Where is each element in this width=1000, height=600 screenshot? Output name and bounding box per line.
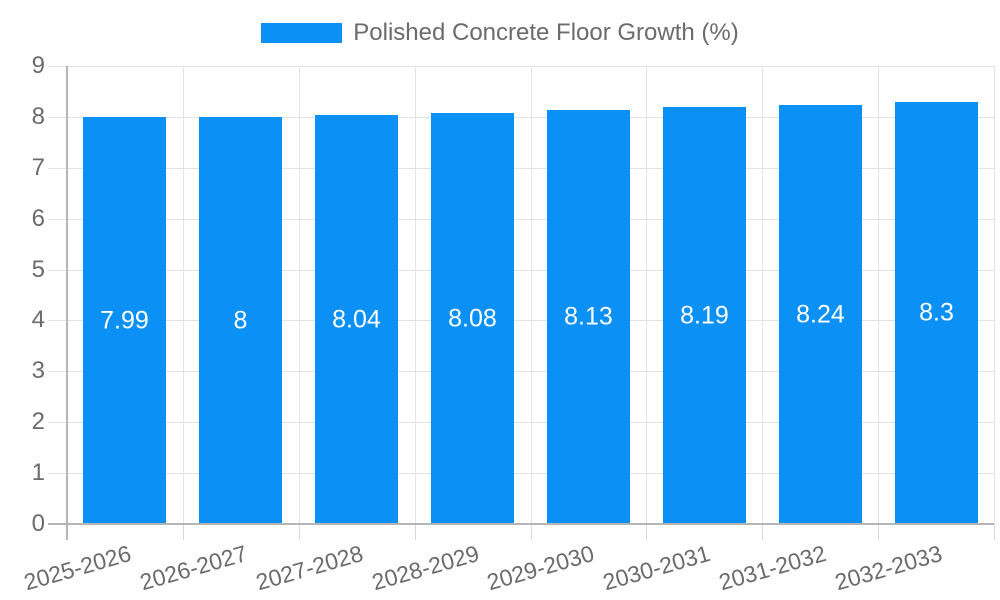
gridline-vertical: [415, 66, 416, 524]
bar-value-label: 8.08: [448, 304, 497, 332]
bar-value-label: 8.3: [919, 298, 954, 327]
x-axis-tick: [299, 524, 300, 540]
gridline-vertical: [994, 66, 995, 524]
bar[interactable]: 7.99: [83, 117, 166, 524]
x-axis-tick: [531, 524, 532, 540]
x-axis-label: 2026-2027: [136, 540, 250, 596]
y-axis-label: 1: [31, 459, 45, 486]
bar[interactable]: 8.04: [315, 115, 398, 524]
bar-value-label: 8.13: [564, 302, 613, 331]
legend-swatch: [261, 22, 343, 43]
x-axis-label: 2029-2030: [484, 540, 598, 596]
y-axis-label: 9: [31, 52, 45, 79]
x-axis-tick: [415, 524, 416, 540]
bar[interactable]: 8.08: [431, 113, 514, 524]
bar-value-label: 8: [233, 306, 248, 334]
bar[interactable]: 8.24: [779, 105, 862, 524]
gridline-vertical: [299, 66, 300, 524]
gridline-horizontal: [48, 371, 994, 372]
gridline-vertical: [183, 66, 184, 524]
bar-value-label: 7.99: [100, 306, 149, 334]
legend-label: Polished Concrete Floor Growth (%): [353, 18, 739, 46]
legend: Polished Concrete Floor Growth (%): [0, 15, 1000, 50]
x-axis-label: 2027-2028: [252, 540, 366, 596]
y-axis-label: 0: [31, 510, 45, 537]
y-axis-label: 3: [31, 357, 45, 384]
bar[interactable]: 8: [199, 117, 282, 524]
x-axis-label: 2030-2031: [600, 540, 714, 596]
gridline-horizontal: [48, 168, 994, 169]
gridline-horizontal: [48, 422, 994, 423]
x-axis-tick: [994, 524, 995, 540]
gridline-horizontal: [48, 219, 994, 220]
gridline-vertical: [531, 66, 532, 524]
gridline-horizontal: [48, 473, 994, 474]
bar[interactable]: 8.13: [547, 110, 630, 524]
x-axis-label: 2032-2033: [832, 540, 945, 596]
gridline-horizontal: [48, 320, 994, 321]
y-axis-label: 7: [31, 154, 45, 181]
x-axis-tick: [183, 524, 184, 540]
x-axis-label: 2031-2032: [716, 540, 830, 596]
bar[interactable]: 8.3: [895, 102, 978, 524]
y-axis-label: 4: [31, 306, 45, 333]
gridline-horizontal: [48, 117, 994, 118]
x-axis-tick: [646, 524, 647, 540]
x-axis-label: 2025-2026: [20, 540, 134, 596]
bar-value-label: 8.19: [680, 301, 729, 329]
x-axis-tick: [762, 524, 763, 540]
gridline-vertical: [878, 66, 879, 524]
y-axis-line: [66, 66, 68, 540]
gridline-horizontal: [48, 270, 994, 271]
y-axis-label: 8: [31, 103, 45, 130]
bar-value-label: 8.24: [796, 300, 845, 328]
y-axis-label: 5: [31, 256, 45, 283]
x-axis-label: 2028-2029: [368, 540, 482, 596]
bar-value-label: 8.04: [332, 305, 381, 333]
gridline-vertical: [762, 66, 763, 524]
gridline-horizontal: [48, 66, 994, 67]
bar[interactable]: 8.19: [663, 107, 746, 524]
gridline-vertical: [646, 66, 647, 524]
x-axis-line: [48, 523, 994, 525]
x-axis-tick: [878, 524, 879, 540]
y-axis-label: 6: [31, 205, 45, 232]
y-axis-label: 2: [31, 408, 45, 435]
